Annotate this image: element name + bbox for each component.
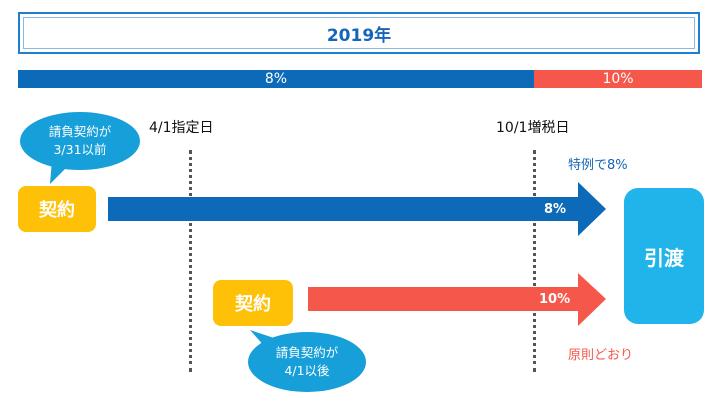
late-contract-box: 契約 xyxy=(213,280,293,326)
late-contract-label: 契約 xyxy=(235,294,271,315)
early-contract-bubble: 請負契約が 3/31以前 xyxy=(20,112,140,170)
designated-date-label: 4/1指定日 xyxy=(149,120,214,136)
late-contract-bubble: 請負契約が 4/1以後 xyxy=(248,332,366,392)
early-arrow-rate-label: 8% xyxy=(544,202,567,217)
early-bubble-line-2: 3/31以前 xyxy=(53,142,107,157)
early-arrow xyxy=(108,182,606,236)
late-bubble-line-1: 請負契約が xyxy=(275,345,339,360)
tax-increase-date-line xyxy=(533,150,536,372)
tax-increase-date-label: 10/1増税日 xyxy=(496,120,570,136)
rate-10-label: 10% xyxy=(602,71,634,87)
year-header: 2019年 xyxy=(18,12,700,54)
late-bubble-line-2: 4/1以後 xyxy=(284,363,330,378)
designated-date-line xyxy=(189,150,192,372)
rate-bar-8-percent: 8% xyxy=(18,70,534,88)
rate-8-label: 8% xyxy=(264,71,288,87)
early-bubble-line-1: 請負契約が xyxy=(48,124,112,139)
early-contract-box: 契約 xyxy=(18,186,96,232)
early-contract-label: 契約 xyxy=(39,200,75,221)
standard-rate-note: 原則どおり xyxy=(568,348,634,363)
late-arrow-rate-label: 10% xyxy=(539,292,571,307)
early-bubble-tail xyxy=(50,160,66,184)
rate-bar-10-percent: 10% xyxy=(534,70,702,88)
special-rate-note: 特例で8% xyxy=(568,158,628,173)
delivery-box: 引渡 xyxy=(624,188,704,324)
delivery-label: 引渡 xyxy=(644,245,684,270)
late-arrow xyxy=(308,273,606,326)
